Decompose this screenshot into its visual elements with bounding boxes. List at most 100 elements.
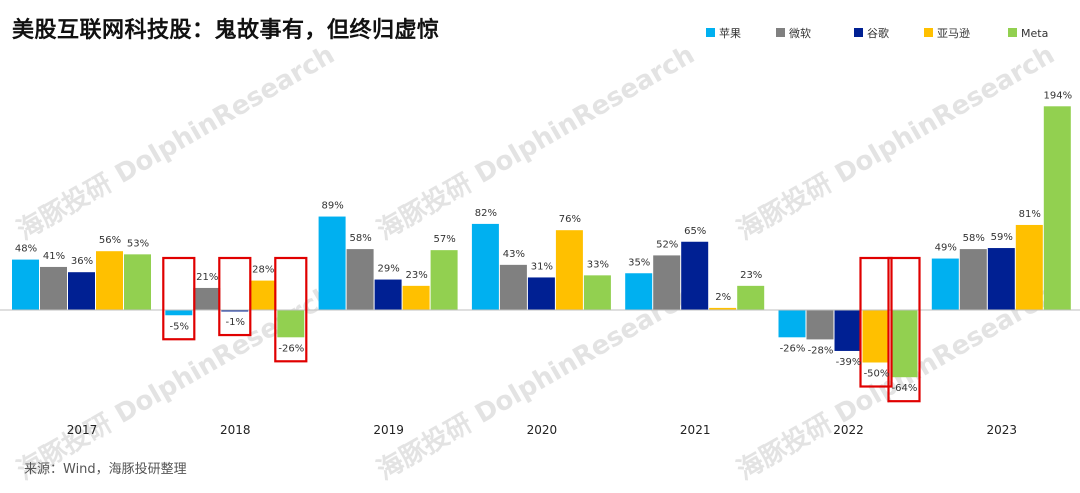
watermark-text: 海豚投研 DolphinResearch — [372, 40, 700, 246]
data-label-2021-Meta: 23% — [740, 270, 762, 281]
data-label-2023-Meta: 194% — [1044, 90, 1073, 101]
bars-layer — [12, 106, 1071, 378]
chart-title: 美股互联网科技股：鬼故事有，但终归虚惊 — [12, 18, 440, 43]
data-label-2020-微软: 43% — [503, 249, 525, 260]
data-label-2019-微软: 58% — [349, 233, 371, 244]
bar-2020-谷歌 — [527, 277, 555, 310]
highlight-box-2022-亚马逊 — [859, 256, 893, 388]
data-label-2021-微软: 52% — [656, 239, 678, 250]
data-label-2022-苹果: -26% — [780, 343, 806, 354]
highlight-boxes — [162, 256, 921, 403]
legend-label-谷歌: 谷歌 — [867, 26, 889, 40]
data-label-2021-苹果: 35% — [628, 257, 650, 268]
data-label-2023-微软: 58% — [963, 233, 985, 244]
bar-2023-谷歌 — [987, 248, 1015, 310]
data-label-2022-Meta: -64% — [892, 383, 918, 394]
highlight-box-2018-谷歌 — [218, 256, 252, 337]
bar-2018-亚马逊 — [249, 280, 277, 310]
legend-swatch-苹果 — [706, 28, 715, 37]
bar-2022-Meta — [890, 310, 918, 378]
watermark-text: 海豚投研 DolphinResearch — [732, 40, 1060, 246]
data-label-2022-微软: -28% — [808, 345, 834, 356]
legend-label-微软: 微软 — [789, 26, 811, 40]
bar-2023-Meta — [1043, 106, 1071, 310]
data-label-2020-Meta: 33% — [587, 259, 609, 270]
bar-2021-谷歌 — [681, 241, 709, 310]
data-label-2018-苹果: -5% — [170, 321, 189, 332]
watermark-text: 海豚投研 DolphinResearch — [372, 280, 700, 486]
bar-2019-Meta — [430, 250, 458, 310]
watermark-text: 海豚投研 DolphinResearch — [12, 40, 340, 246]
source-note: 来源：Wind，海豚投研整理 — [24, 462, 187, 477]
data-label-2018-谷歌: -1% — [226, 317, 245, 328]
legend-label-亚马逊: 亚马逊 — [937, 27, 970, 40]
data-label-2019-谷歌: 29% — [377, 264, 399, 275]
bar-2017-微软 — [40, 266, 67, 310]
bar-2022-微软 — [806, 310, 834, 340]
data-label-2019-亚马逊: 23% — [405, 270, 427, 281]
data-label-2020-苹果: 82% — [475, 208, 497, 219]
bar-2018-苹果 — [165, 310, 193, 316]
highlight-box-2022-Meta — [887, 256, 921, 403]
bar-2017-苹果 — [12, 259, 39, 310]
data-label-2017-微软: 41% — [43, 251, 65, 262]
bar-2022-谷歌 — [834, 310, 862, 351]
bar-2021-微软 — [653, 255, 681, 310]
bar-2022-苹果 — [778, 310, 806, 338]
data-label-2022-谷歌: -39% — [836, 357, 862, 368]
bar-2018-Meta — [277, 310, 305, 338]
bar-2023-微软 — [959, 249, 987, 310]
data-label-2018-微软: 21% — [196, 272, 218, 283]
data-label-2022-亚马逊: -50% — [864, 369, 890, 380]
x-tick-2019: 2019 — [373, 423, 404, 437]
data-label-2020-谷歌: 31% — [531, 261, 553, 272]
bar-2018-谷歌 — [221, 310, 249, 312]
legend-label-Meta: Meta — [1021, 27, 1048, 40]
legend-swatch-亚马逊 — [924, 28, 933, 37]
legend-swatch-微软 — [776, 28, 785, 37]
bar-2017-Meta — [124, 254, 151, 310]
bar-2021-苹果 — [625, 273, 653, 310]
bar-2020-亚马逊 — [555, 230, 583, 310]
data-label-2017-亚马逊: 56% — [99, 235, 121, 246]
data-label-2023-苹果: 49% — [935, 243, 957, 254]
bar-2020-Meta — [583, 275, 611, 310]
legend: 苹果 微软 谷歌 亚马逊 Meta — [706, 26, 1048, 40]
highlight-box-2018-苹果 — [162, 256, 196, 341]
legend-swatch-Meta — [1008, 28, 1017, 37]
x-tick-2017: 2017 — [67, 423, 98, 437]
data-label-2017-苹果: 48% — [15, 244, 37, 255]
x-tick-2022: 2022 — [833, 423, 864, 437]
legend-swatch-谷歌 — [854, 28, 863, 37]
data-label-2018-亚马逊: 28% — [252, 265, 274, 276]
bar-2019-亚马逊 — [402, 285, 430, 310]
data-label-2017-谷歌: 36% — [71, 256, 93, 267]
bar-2019-谷歌 — [374, 279, 402, 310]
data-label-2018-Meta: -26% — [278, 343, 304, 354]
x-axis-tick-labels: 2017 2018 2019 2020 2021 2022 2023 — [67, 423, 1017, 437]
data-label-2017-Meta: 53% — [127, 238, 149, 249]
bar-2018-微软 — [193, 287, 221, 310]
legend-label-苹果: 苹果 — [719, 26, 741, 40]
data-label-2019-苹果: 89% — [321, 201, 343, 212]
highlight-box-2018-Meta — [274, 256, 308, 363]
bar-2020-微软 — [499, 264, 527, 310]
bar-2020-苹果 — [471, 223, 499, 310]
data-label-2023-亚马逊: 81% — [1019, 209, 1041, 220]
x-tick-2021: 2021 — [680, 423, 711, 437]
x-tick-2020: 2020 — [527, 423, 558, 437]
bar-2017-亚马逊 — [96, 251, 123, 310]
bar-2019-微软 — [346, 249, 374, 310]
bar-2021-Meta — [737, 285, 765, 310]
data-label-2019-Meta: 57% — [433, 234, 455, 245]
bar-2021-亚马逊 — [709, 307, 737, 310]
data-label-2023-谷歌: 59% — [991, 232, 1013, 243]
bar-2017-谷歌 — [68, 272, 95, 310]
x-tick-2023: 2023 — [987, 423, 1018, 437]
data-label-2021-亚马逊: 2% — [715, 292, 731, 303]
bar-2019-苹果 — [318, 216, 346, 310]
bar-2023-苹果 — [931, 258, 959, 310]
data-label-2020-亚马逊: 76% — [559, 214, 581, 225]
bar-2022-亚马逊 — [862, 310, 890, 363]
